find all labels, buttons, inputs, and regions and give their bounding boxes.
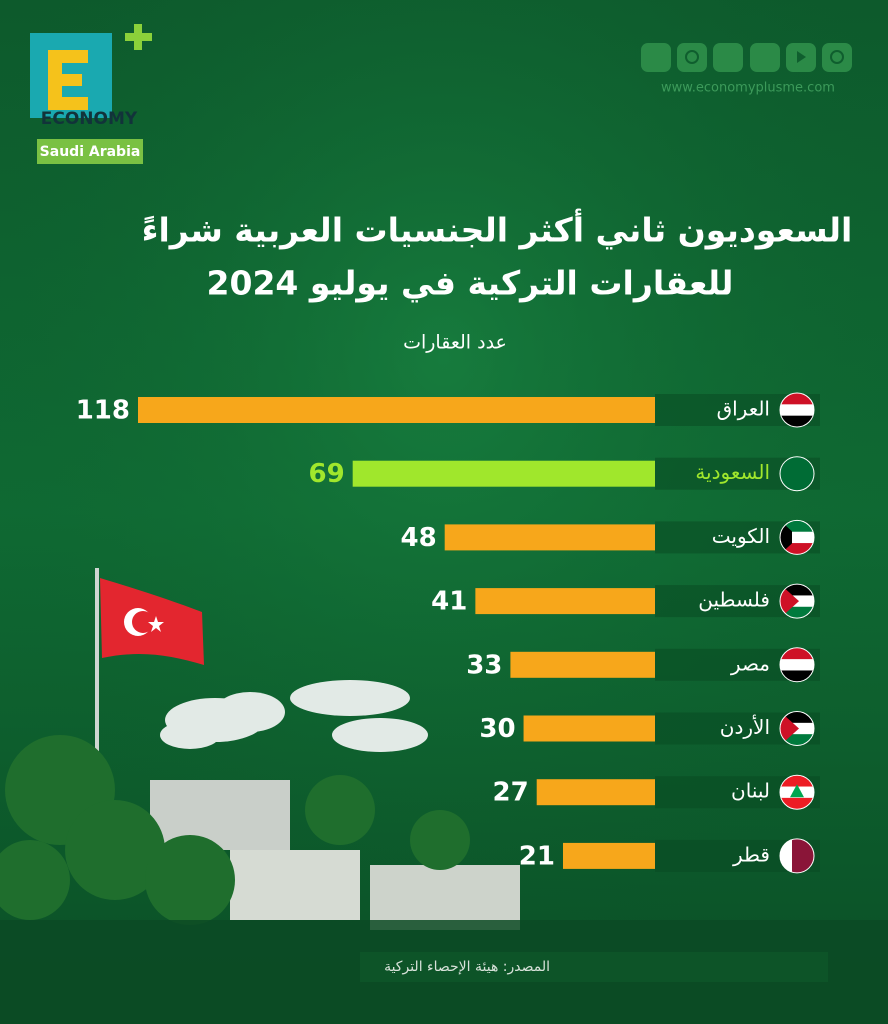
flag-shape bbox=[780, 838, 792, 873]
bar bbox=[475, 588, 655, 615]
flag-shape bbox=[780, 584, 799, 619]
flag bbox=[779, 711, 815, 746]
flag-body bbox=[780, 647, 814, 682]
logo-text: ECONOMY bbox=[41, 109, 138, 129]
source-band bbox=[360, 952, 828, 982]
bar bbox=[510, 651, 655, 678]
flag-stripe bbox=[780, 775, 814, 788]
logo-region: Saudi Arabia bbox=[40, 144, 141, 160]
title-line: للعقارات التركية في يوليو 2024 bbox=[207, 264, 734, 304]
flag bbox=[779, 456, 815, 492]
value-label: 118 bbox=[76, 396, 130, 426]
flag-stripe bbox=[780, 734, 814, 746]
value-label: 69 bbox=[308, 459, 344, 489]
flag bbox=[779, 583, 815, 619]
value-label: 30 bbox=[479, 714, 515, 744]
value-label: 41 bbox=[431, 587, 467, 617]
flag-ring bbox=[779, 392, 815, 428]
flag-ring bbox=[779, 456, 815, 492]
bar bbox=[536, 779, 655, 806]
flag-ring bbox=[779, 838, 815, 874]
website: www.economyplusme.com bbox=[661, 81, 835, 96]
flag-body bbox=[780, 393, 814, 427]
social-icons bbox=[641, 43, 852, 72]
bar bbox=[562, 842, 655, 869]
flag-body bbox=[780, 584, 814, 619]
bar bbox=[138, 397, 655, 423]
flag-stripe bbox=[780, 659, 814, 671]
flag-shape bbox=[780, 711, 799, 746]
flag-stripe bbox=[780, 647, 814, 660]
flag-body bbox=[780, 456, 814, 491]
value-label: 48 bbox=[401, 523, 437, 553]
flag-stripe bbox=[780, 456, 814, 491]
value-label: 27 bbox=[493, 778, 529, 808]
category-label: قطر bbox=[732, 842, 770, 866]
value-label: 33 bbox=[466, 650, 502, 680]
flag-stripe bbox=[780, 584, 814, 596]
bar bbox=[444, 524, 655, 551]
flag-body bbox=[780, 775, 814, 810]
flag-ring bbox=[779, 711, 815, 746]
flag bbox=[779, 774, 815, 810]
flag-ring bbox=[779, 583, 815, 619]
source: المصدر: هيئة الإحصاء التركية bbox=[384, 959, 550, 975]
flag-ring bbox=[779, 519, 815, 555]
flag-stripe bbox=[780, 797, 814, 810]
flag-body bbox=[780, 520, 814, 555]
category-label: مصر bbox=[730, 651, 770, 675]
flag-body bbox=[780, 711, 814, 746]
flag-stripe bbox=[780, 404, 814, 417]
logo: ECONOMY Saudi Arabia bbox=[30, 24, 152, 164]
flag bbox=[779, 838, 815, 874]
rows: 118 العراق 69 السعودية 48 الكويت 41 فلسطين 33 مصر… bbox=[76, 392, 820, 874]
category-label: الأردن bbox=[720, 715, 770, 739]
title-line: السعوديون ثاني أكثر الجنسيات العربية شرا… bbox=[142, 209, 853, 251]
category-label: فلسطين bbox=[698, 588, 770, 612]
flag-stripe bbox=[780, 415, 814, 427]
flag-stripe bbox=[780, 543, 814, 555]
bar bbox=[523, 715, 655, 742]
category-label: العراق bbox=[717, 397, 770, 421]
flag-stripe bbox=[780, 606, 814, 619]
flag-body bbox=[780, 838, 814, 873]
flag-ring bbox=[779, 774, 815, 810]
flag-shape bbox=[790, 784, 804, 798]
flag-stripe bbox=[780, 531, 814, 544]
bar bbox=[352, 460, 655, 487]
value-label: 21 bbox=[519, 841, 555, 871]
flag-stripe bbox=[780, 711, 814, 724]
flag-stripe bbox=[780, 393, 814, 405]
category-label: السعودية bbox=[695, 460, 770, 484]
flag-ring bbox=[779, 647, 815, 683]
flag bbox=[779, 647, 815, 683]
flag-shape bbox=[780, 520, 792, 555]
subtitle: عدد العقارات bbox=[403, 332, 507, 354]
flag bbox=[779, 392, 815, 428]
category-label: لبنان bbox=[731, 779, 770, 803]
category-label: الكويت bbox=[712, 524, 770, 548]
flag bbox=[779, 519, 815, 555]
flag-stripe bbox=[780, 670, 814, 682]
flag-stripe bbox=[780, 520, 814, 533]
